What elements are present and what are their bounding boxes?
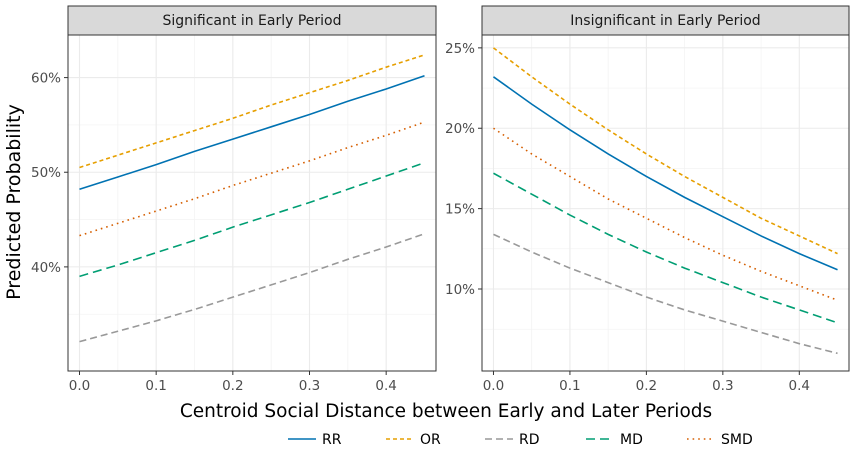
legend-item-md: MD xyxy=(586,432,643,448)
x-tick-label: 0.0 xyxy=(483,378,504,394)
x-tick-label: 0.0 xyxy=(69,378,90,394)
series-line-md xyxy=(493,172,838,324)
legend-label: RR xyxy=(322,432,342,448)
x-tick-label: 0.2 xyxy=(636,378,657,394)
legend-item-rr: RR xyxy=(288,432,342,448)
x-tick-label: 0.4 xyxy=(375,378,396,394)
facet-strip xyxy=(481,5,850,36)
facet-title: Significant in Early Period xyxy=(162,13,341,29)
x-tick-label: 0.4 xyxy=(789,378,810,394)
panel-border xyxy=(481,34,850,372)
y-tick-label: 40% xyxy=(31,260,61,276)
y-tick-label: 25% xyxy=(445,41,475,57)
x-tick-label: 0.3 xyxy=(299,378,320,394)
axis-ticks: 0.0 0.1 0.2 0.3 0.4 40% 50% 60% xyxy=(31,71,397,394)
y-tick-label: 50% xyxy=(31,165,61,181)
series-line-md xyxy=(79,162,425,278)
legend-item-rd: RD xyxy=(485,432,540,448)
legend-item-smd: SMD xyxy=(687,432,753,448)
y-tick-label: 15% xyxy=(445,202,475,218)
y-tick-label: 60% xyxy=(31,71,61,87)
legend-label: OR xyxy=(420,432,441,448)
gridlines xyxy=(482,35,849,371)
legend-label: RD xyxy=(519,432,540,448)
series-line-smd xyxy=(79,121,425,237)
legend-label: MD xyxy=(620,432,643,448)
y-axis-label: Predicted Probability xyxy=(3,104,25,300)
y-tick-label: 10% xyxy=(445,282,475,298)
series-line-rr xyxy=(79,74,425,191)
legend-label: SMD xyxy=(721,432,753,448)
x-tick-label: 0.1 xyxy=(145,378,166,394)
series-line-or xyxy=(79,54,425,169)
plot-background xyxy=(482,35,849,371)
facet-title: Insignificant in Early Period xyxy=(570,13,760,29)
series-line-rd xyxy=(79,233,425,343)
y-tick-label: 20% xyxy=(445,121,475,137)
facet-strip xyxy=(67,5,437,36)
series-lines xyxy=(492,47,838,355)
gridlines xyxy=(68,35,436,371)
series-line-rr xyxy=(493,76,838,271)
series-lines xyxy=(79,54,425,343)
x-tick-label: 0.1 xyxy=(559,378,580,394)
axis-ticks: 0.0 0.1 0.2 0.3 0.4 10% 15% 20% 25% xyxy=(445,41,810,394)
x-tick-label: 0.3 xyxy=(712,378,733,394)
legend-item-or: OR xyxy=(386,432,441,448)
panel-border xyxy=(67,34,437,372)
plot-background xyxy=(68,35,436,371)
legend: RR OR RD MD SMD xyxy=(288,432,753,448)
series-line-or xyxy=(492,47,838,255)
series-line-smd xyxy=(493,127,838,302)
x-tick-label: 0.2 xyxy=(222,378,243,394)
x-axis-label: Centroid Social Distance between Early a… xyxy=(180,401,712,422)
